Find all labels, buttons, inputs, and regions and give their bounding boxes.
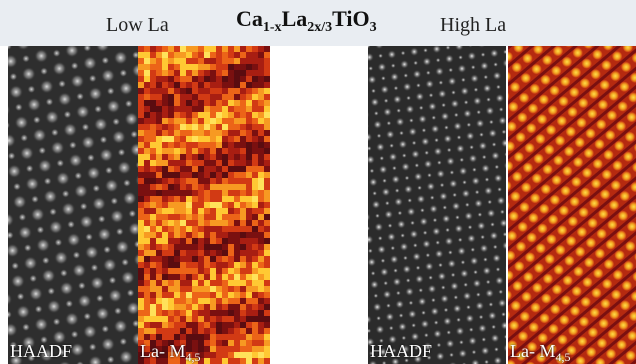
low-la-haadf-panel: HAADF (8, 46, 138, 364)
high-la-map-panel: La- M4,5 (508, 46, 636, 364)
high-la-la-map-image (508, 46, 636, 364)
low-la-haadf-image (8, 46, 138, 364)
formula-title: Ca1-xLa2x/3TiO3 (236, 6, 377, 35)
la-map-label-high: La- M4,5 (510, 341, 571, 364)
figure-header: Low La Ca1-xLa2x/3TiO3 High La (0, 0, 636, 46)
haadf-label-low: HAADF (10, 341, 73, 361)
haadf-label-high: HAADF (370, 341, 433, 361)
low-la-label: Low La (106, 14, 169, 36)
high-la-haadf-image (368, 46, 506, 364)
la-map-label-low: La- M4,5 (140, 341, 201, 364)
low-la-la-map-image (138, 46, 270, 364)
low-la-map-panel: La- M4,5 (138, 46, 270, 364)
high-la-label: High La (440, 14, 507, 36)
high-la-haadf-panel: HAADF (368, 46, 506, 364)
